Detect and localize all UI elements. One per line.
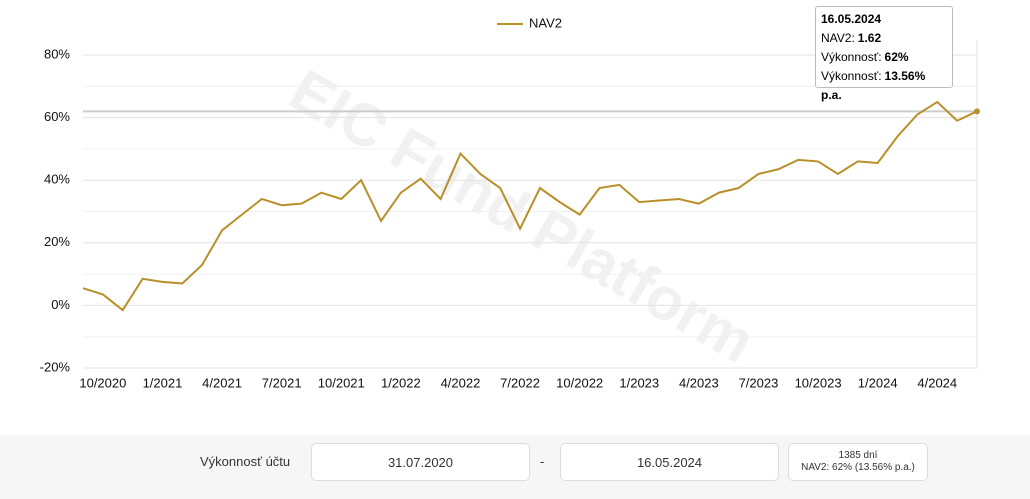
legend-label[interactable]: NAV2 xyxy=(529,15,562,30)
x-tick-label: 10/2020 xyxy=(79,375,126,390)
footer: Výkonnosť účtu 31.07.2020 - 16.05.2024 1… xyxy=(0,435,1030,499)
line xyxy=(82,100,978,312)
tooltip-label: Výkonnosť: xyxy=(821,69,882,83)
x-tick-label: 4/2023 xyxy=(679,375,719,390)
x-tick-label: 7/2021 xyxy=(262,375,302,390)
x-tick-label: 7/2023 xyxy=(739,375,779,390)
tooltip-label: NAV2: xyxy=(821,31,855,45)
tooltip-row: NAV2: 1.62 xyxy=(821,29,947,48)
x-tick-label: 4/2021 xyxy=(202,375,242,390)
summary: 1385 dní NAV2: 62% (13.56% p.a.) xyxy=(788,443,928,481)
y-tick-label: 80% xyxy=(44,46,70,61)
tooltip-date: 16.05.2024 xyxy=(821,12,882,26)
tooltip-row: Výkonnosť: 13.56% p.a. xyxy=(821,67,947,105)
y-tick-label: 20% xyxy=(44,234,70,249)
x-tick-label: 10/2023 xyxy=(795,375,842,390)
tooltip-value: 13.56% p.a. xyxy=(821,69,926,102)
y-tick-label: 0% xyxy=(51,297,70,312)
y-tick-label: 40% xyxy=(44,172,70,187)
x-tick-label: 4/2024 xyxy=(917,375,957,390)
x-tick-label: 10/2021 xyxy=(318,375,365,390)
y-tick-label: 60% xyxy=(44,109,70,124)
date-to[interactable]: 16.05.2024 xyxy=(560,443,779,481)
summary-days: 1385 dní xyxy=(838,450,878,461)
hover-point xyxy=(974,108,980,115)
date-from[interactable]: 31.07.2020 xyxy=(311,443,530,481)
x-tick-label: 10/2022 xyxy=(556,375,603,390)
x-tick-label: 1/2022 xyxy=(381,375,421,390)
x-tick-label: 1/2024 xyxy=(858,375,898,390)
x-tick-label: 1/2021 xyxy=(143,375,183,390)
x-tick-label: 1/2023 xyxy=(619,375,659,390)
watermark: EIC Fund Platform xyxy=(279,56,766,376)
x-tick-label: 7/2022 xyxy=(500,375,540,390)
tooltip-label: Výkonnosť: xyxy=(821,50,882,64)
y-tick-label: -20% xyxy=(40,359,71,374)
footer-label: Výkonnosť účtu xyxy=(200,454,291,469)
tooltip-value: 62% xyxy=(884,50,909,64)
chart: EIC Fund Platform NAV2 -20% 0% 20% 40% 60% 80… xyxy=(40,15,980,390)
tooltip-value: 1.62 xyxy=(857,31,882,45)
summary-perf: NAV2: 62% (13.56% p.a.) xyxy=(801,462,915,473)
x-tick-label: 4/2022 xyxy=(441,375,481,390)
tooltip-row: Výkonnosť: 62% xyxy=(821,48,947,67)
tooltip: 16.05.2024 NAV2: 1.62 Výkonnosť: 62% Výkonno… xyxy=(815,6,953,102)
separator: - xyxy=(540,454,545,469)
